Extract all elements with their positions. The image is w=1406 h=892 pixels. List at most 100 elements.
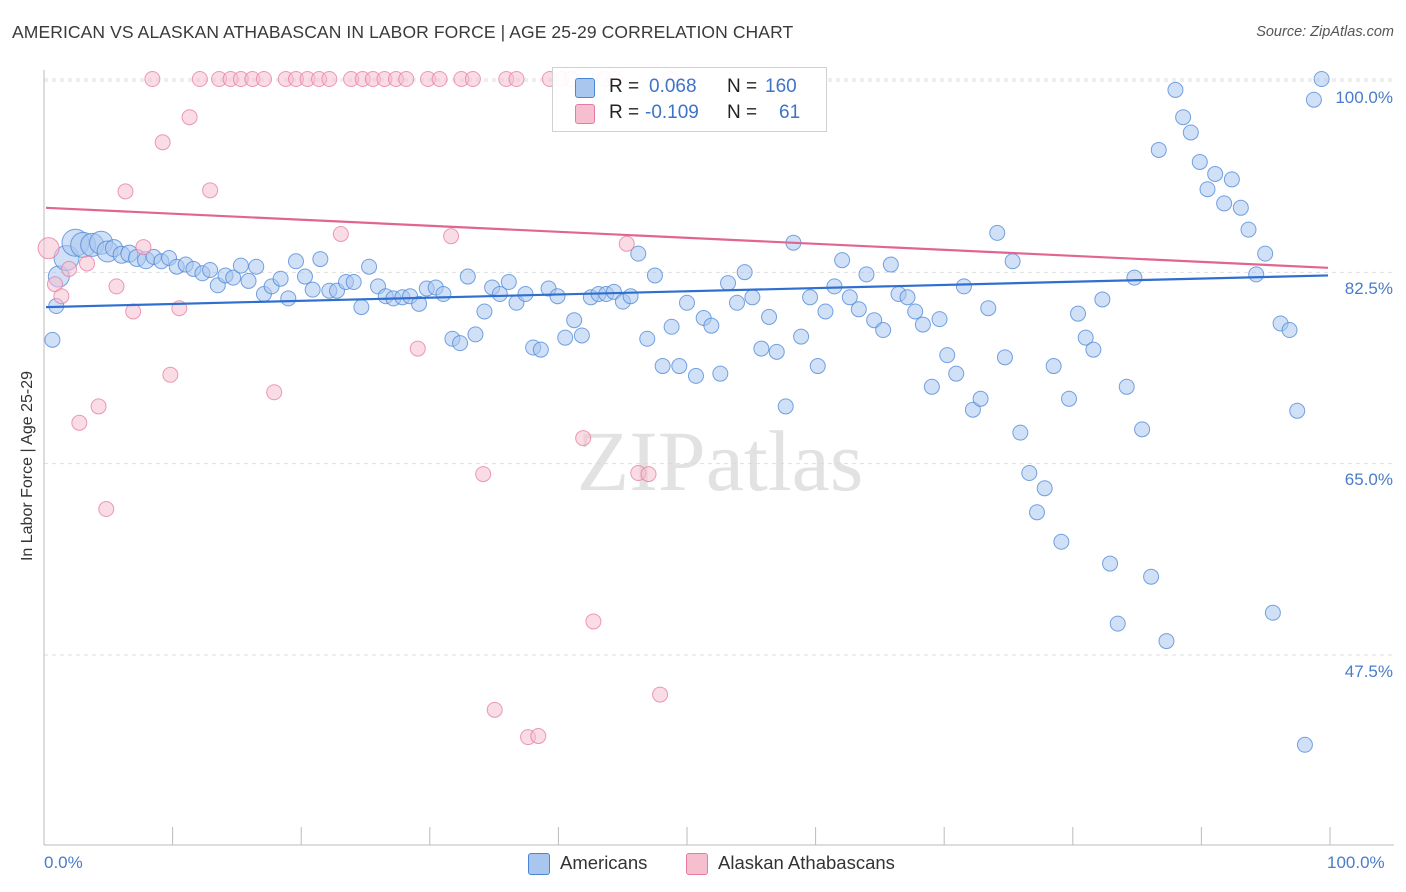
american-point [931,311,948,328]
american-point [989,224,1006,241]
athabascan-point [181,109,198,126]
athabascan-point [79,255,96,272]
athabascan-point [162,366,179,383]
american-point [1134,421,1151,438]
american-point [312,251,329,268]
american-point [573,327,590,344]
legend-r-label: R = [609,102,640,123]
american-point [287,253,304,270]
american-point [1094,291,1111,308]
legend-label-athabascans: Alaskan Athabascans [718,852,895,873]
athabascan-point [530,728,547,745]
american-point [646,267,663,284]
american-point [1109,615,1126,632]
american-point [753,340,770,357]
american-point [996,349,1013,366]
american-point [452,335,469,352]
american-point [875,322,892,339]
american-point [679,294,695,311]
athabascan-point [585,613,602,630]
american-point [1240,221,1257,238]
american-point [1232,199,1249,216]
american-point [972,390,989,407]
athabascan-point [409,340,426,357]
american-point [914,316,931,333]
american-point [1126,269,1143,286]
legend-swatch-pink [575,104,595,124]
y-axis-label: In Labor Force | Age 25-29 [19,370,36,562]
x-tick-label-min: 0.0% [44,853,83,872]
athabascan-point [61,260,78,277]
american-point [858,266,875,283]
american-point [476,303,493,320]
american-point [1102,555,1119,572]
athabascan-point [191,71,208,87]
american-point [240,272,257,289]
american-point [353,299,370,316]
american-point [1070,305,1087,322]
american-point [923,378,940,395]
american-point [202,262,219,278]
athabascan-point [71,414,88,431]
american-point [1289,402,1306,419]
american-point [663,318,680,335]
american-point [1118,378,1135,395]
american-point [1199,181,1216,198]
american-point [1182,124,1199,141]
american-point [761,308,778,325]
american-point [1158,633,1175,650]
american-point [671,358,688,375]
legend-n-label: N = [727,102,758,123]
american-point [768,343,785,360]
american-point [866,312,883,329]
american-point [1207,165,1224,182]
american-point [630,245,647,262]
american-point [1257,245,1274,262]
american-point [907,303,924,320]
athabascan-point [90,398,107,415]
american-point [712,365,729,382]
american-point [720,275,737,292]
american-point [834,252,851,269]
legend-r-value: 0.068 [649,76,697,97]
american-point [1223,171,1240,188]
x-tick-label-max: 100.0% [1327,853,1385,872]
american-point [232,257,249,274]
athabascan-point [117,183,134,200]
series-legend: Americans Alaskan Athabascans [0,852,1406,878]
american-point [1305,91,1322,108]
legend-label-americans: Americans [560,852,648,873]
athabascan-point [431,71,448,87]
american-point [980,300,997,317]
american-point [1264,604,1281,621]
american-point [687,367,704,384]
athabascan-point [108,278,125,295]
athabascan-point [652,686,669,703]
american-point [517,286,534,303]
stats-legend: R = 0.068 N = 160 R = -0.109 N = 61 [552,67,827,132]
american-point [654,358,671,375]
athabascan-point [398,71,415,87]
american-point [802,289,819,306]
athabascan-point [640,466,657,483]
legend-swatch-blue [528,853,550,875]
chart-title: AMERICAN VS ALASKAN ATHABASCAN IN LABOR … [12,22,794,42]
legend-n-value: 61 [779,102,801,123]
american-point [280,290,297,307]
american-point [1004,253,1021,270]
data-points [37,71,1330,753]
american-point [955,278,972,295]
legend-r-label: R = [609,76,640,97]
american-point [532,341,549,358]
trend-lines [45,206,1329,309]
american-point [793,328,810,345]
american-point [248,258,265,275]
american-trend-line [45,274,1329,309]
american-point [549,288,566,305]
american-point [728,294,745,311]
legend-n-label: N = [727,76,758,97]
y-tick-label: 82.5% [1344,279,1393,298]
american-point [1061,390,1078,407]
american-point [744,289,761,306]
